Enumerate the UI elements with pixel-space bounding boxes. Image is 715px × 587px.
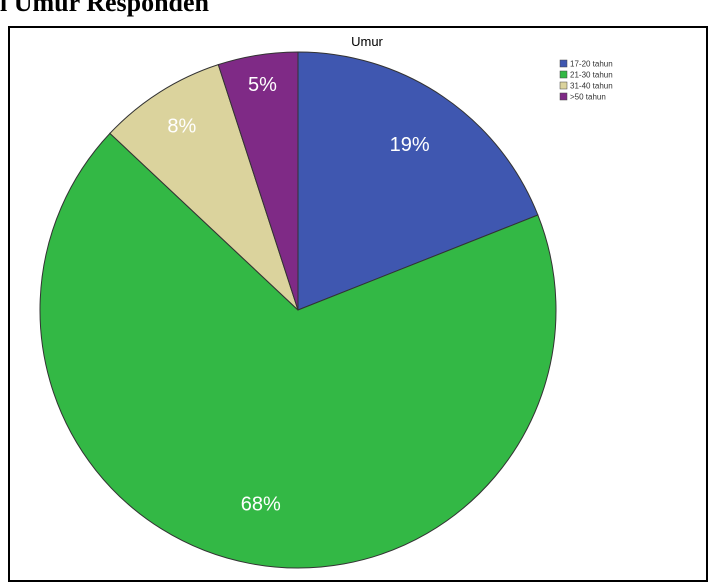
legend-swatch-21-30-tahun — [559, 70, 568, 79]
pie-slice-31-40-tahun — [109, 63, 299, 311]
pie-label-50-tahun: 5% — [248, 74, 277, 96]
pie-slice-50-tahun — [217, 51, 299, 311]
chart-title: Umur — [351, 34, 383, 49]
legend-label-21-30-tahun: 21-30 tahun — [570, 71, 613, 80]
legend-swatch-31-40-tahun — [559, 81, 568, 90]
legend-label-17-20-tahun: 17-20 tahun — [570, 60, 613, 69]
pie-slices — [39, 51, 557, 569]
pie-slice-17-20-tahun — [297, 51, 539, 311]
pie-label-21-30-tahun: 68% — [241, 493, 281, 515]
legend-swatch-17-20-tahun — [559, 59, 568, 68]
pie-labels: 19% 68% 8% 5% — [167, 74, 429, 515]
legend-label-31-40-tahun: 31-40 tahun — [570, 82, 613, 91]
pie-slice-21-30-tahun — [39, 132, 557, 569]
legend-swatch-50-tahun — [559, 92, 568, 101]
pie-label-31-40-tahun: 8% — [167, 115, 196, 137]
section-heading-fragment: l Umur Responden — [0, 0, 210, 17]
legend-label-50-tahun: >50 tahun — [570, 93, 606, 102]
pie-label-17-20-tahun: 19% — [390, 134, 430, 156]
chart-legend: 17-20 tahun 21-30 tahun 31-40 tahun >50 tah… — [559, 59, 613, 102]
